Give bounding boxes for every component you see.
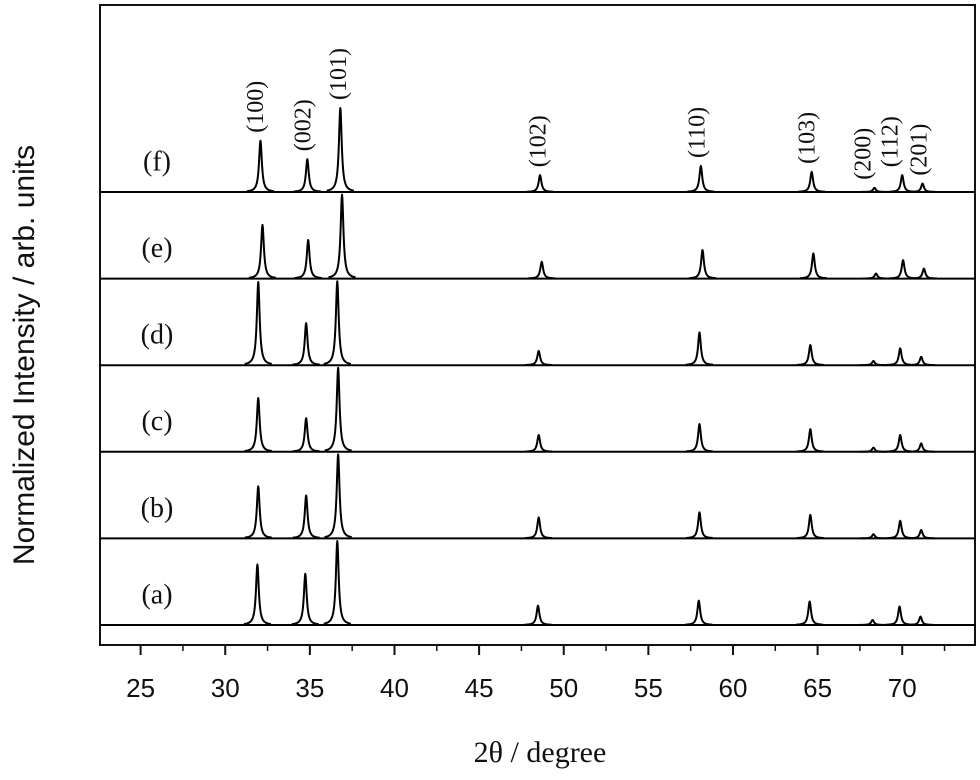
peak	[799, 252, 828, 280]
peak	[795, 600, 824, 626]
series-label: (a)	[141, 579, 172, 610]
peak	[906, 442, 936, 453]
peak	[246, 139, 275, 193]
peak	[686, 164, 716, 193]
peak	[796, 428, 825, 453]
peak	[888, 259, 918, 280]
peak	[885, 519, 915, 540]
series-label: (c)	[141, 406, 172, 437]
peak	[291, 322, 321, 366]
x-tick-label: 30	[211, 673, 240, 703]
peak	[684, 599, 713, 626]
x-tick-label: 25	[126, 673, 155, 703]
peak	[524, 516, 553, 540]
peak	[885, 605, 914, 626]
peak	[685, 423, 714, 453]
peak	[908, 182, 937, 193]
peak	[685, 511, 714, 539]
peak	[685, 331, 714, 366]
peak-label: (103)	[795, 112, 821, 164]
y-axis-title: Normalized Intensity / arb. units	[8, 145, 41, 565]
peak-label: (200)	[850, 128, 876, 180]
peak-label: (102)	[526, 115, 552, 167]
peak-label: (201)	[906, 124, 932, 176]
peak	[248, 223, 277, 279]
peak-label: (002)	[290, 99, 316, 151]
peak	[293, 238, 323, 280]
peak	[293, 158, 322, 193]
peak	[327, 193, 357, 279]
plot-frame	[99, 4, 976, 646]
x-tick-label: 60	[719, 673, 748, 703]
peak	[906, 615, 935, 626]
peak	[688, 249, 717, 280]
peak	[326, 107, 355, 192]
x-tick-label: 55	[634, 673, 663, 703]
peak	[906, 355, 936, 367]
x-axis-title: 2θ / degree	[474, 736, 607, 769]
x-tick-label: 50	[549, 673, 578, 703]
peak	[243, 563, 272, 626]
peak	[861, 272, 891, 280]
series-label: (e)	[141, 233, 172, 264]
peak	[323, 453, 353, 539]
peak	[523, 604, 553, 626]
peak	[859, 446, 888, 453]
peak	[244, 485, 273, 539]
peak	[291, 494, 321, 539]
peak	[859, 533, 888, 540]
x-tick-label: 65	[803, 673, 832, 703]
series-label: (b)	[141, 493, 174, 524]
peak	[885, 347, 915, 366]
peak	[291, 572, 320, 626]
peak	[525, 174, 555, 193]
peak	[797, 170, 826, 193]
peak	[323, 280, 352, 365]
peak	[858, 618, 887, 626]
peak	[906, 529, 936, 540]
peak	[859, 360, 888, 367]
x-tick-label: 45	[465, 673, 494, 703]
series-label: (d)	[141, 320, 174, 351]
peak	[291, 417, 321, 453]
peak-label: (110)	[685, 107, 711, 158]
peak-label: (101)	[326, 48, 352, 100]
series-label: (f)	[143, 146, 171, 177]
peak	[323, 366, 353, 452]
peak	[244, 397, 273, 452]
peak	[323, 540, 352, 625]
x-tick-label: 40	[380, 673, 409, 703]
peak	[796, 344, 825, 366]
x-tick-label: 35	[295, 673, 324, 703]
peak	[796, 513, 825, 540]
peak	[244, 281, 273, 365]
peak	[527, 260, 556, 280]
peak	[909, 267, 939, 280]
peak	[524, 349, 553, 366]
peak-label: (112)	[878, 116, 904, 167]
x-tick-label: 70	[888, 673, 917, 703]
peak	[885, 434, 915, 453]
peak	[860, 186, 889, 193]
peak	[524, 434, 553, 453]
peak-label: (100)	[243, 81, 269, 133]
peak	[888, 174, 917, 193]
